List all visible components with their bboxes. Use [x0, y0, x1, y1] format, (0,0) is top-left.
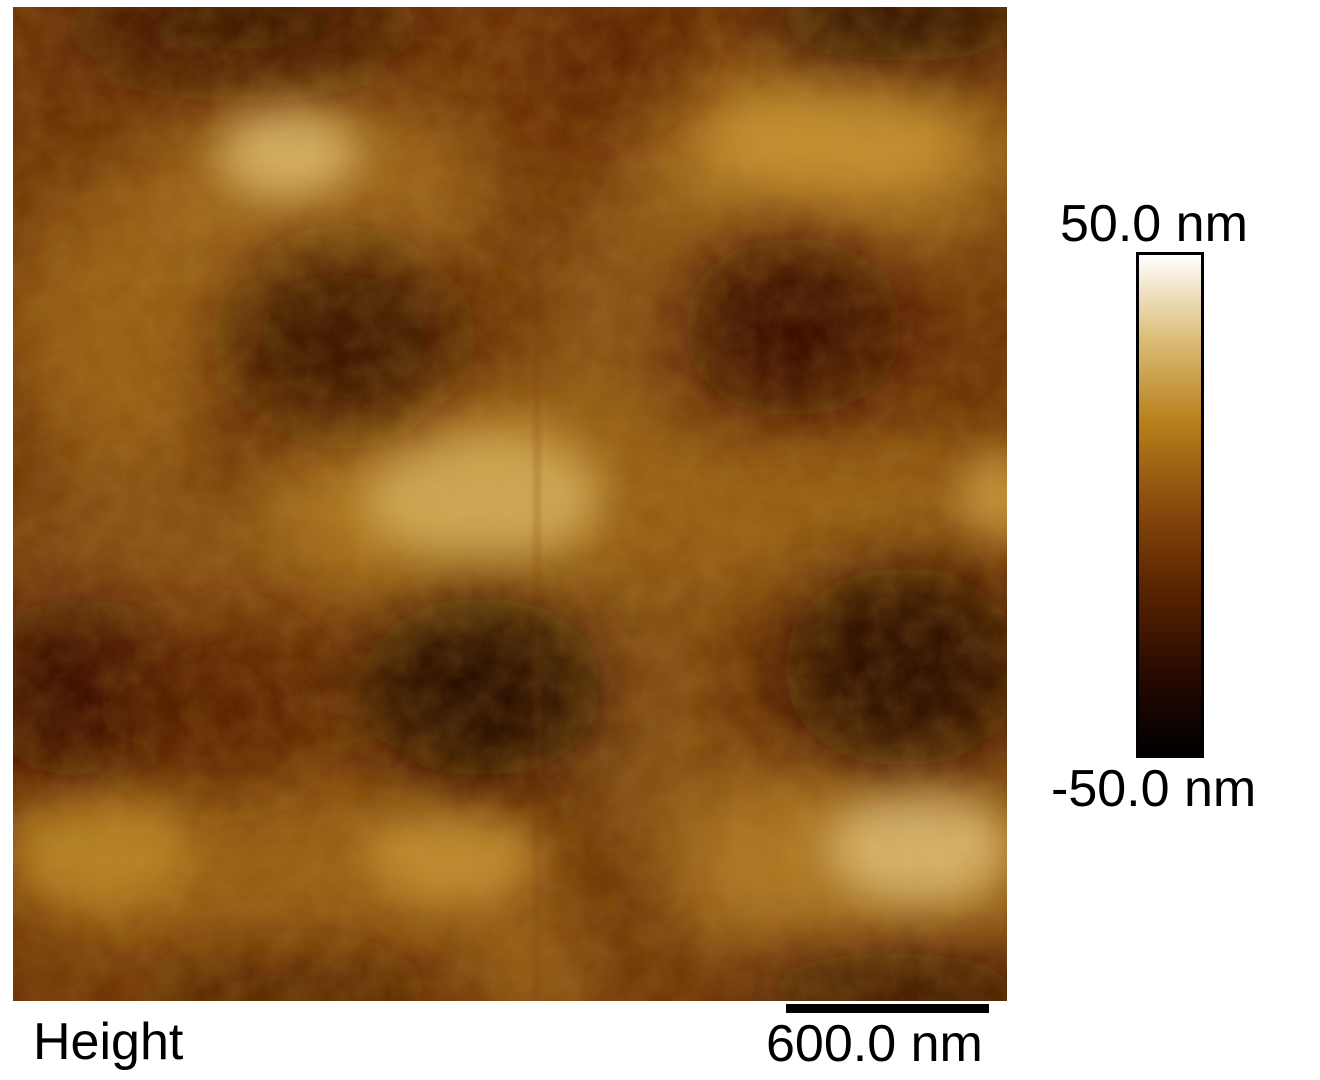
colorbar-max-label: 50.0 nm	[1060, 195, 1248, 253]
afm-height-image	[13, 7, 1007, 1001]
colorbar	[1136, 252, 1204, 758]
channel-label: Height	[33, 1013, 184, 1071]
scale-bar-label: 600.0 nm	[766, 1015, 983, 1073]
height-map-graphic	[13, 7, 1007, 1001]
scale-bar	[786, 1004, 989, 1013]
colorbar-min-label: -50.0 nm	[1051, 760, 1257, 818]
